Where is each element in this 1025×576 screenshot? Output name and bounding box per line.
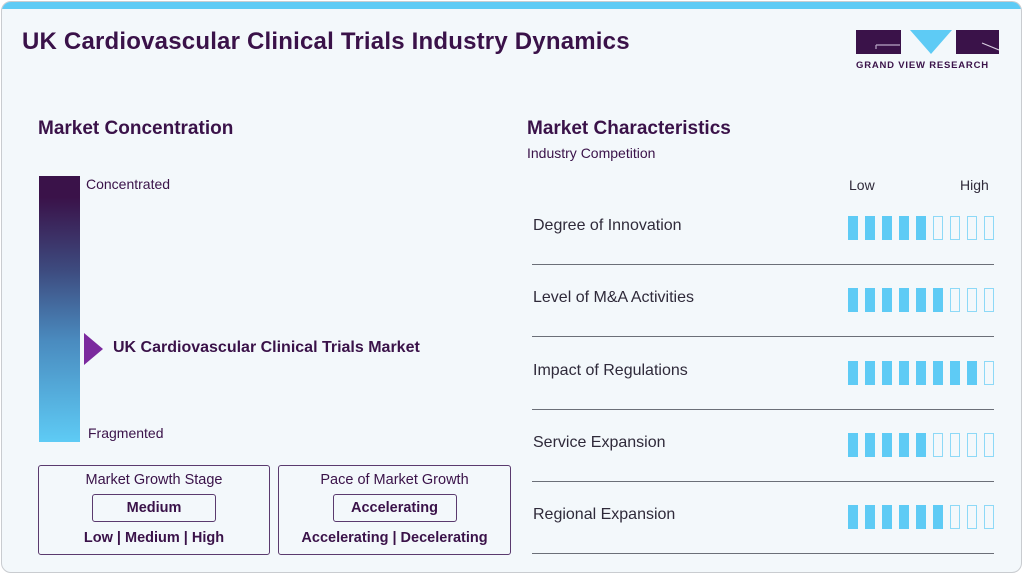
rating-bar-filled <box>899 361 909 385</box>
rating-bar-filled <box>967 361 977 385</box>
rating-bar-filled <box>882 433 892 457</box>
rating-bars <box>848 505 1001 529</box>
rating-bar-filled <box>933 505 943 529</box>
logo-text: GRAND VIEW RESEARCH <box>856 60 989 71</box>
pace-of-market-growth-box: Pace of Market Growth Accelerating Accel… <box>278 465 511 555</box>
rating-bar-empty <box>967 505 977 529</box>
rating-bar-empty <box>967 216 977 240</box>
rating-bar-filled <box>882 361 892 385</box>
rating-bar-empty <box>950 505 960 529</box>
characteristic-label: Regional Expansion <box>533 506 676 523</box>
rating-bar-empty <box>984 216 994 240</box>
rating-bars <box>848 216 1001 240</box>
rating-bar-filled <box>865 433 875 457</box>
rating-bar-filled <box>848 288 858 312</box>
market-growth-stage-box: Market Growth Stage Medium Low | Medium … <box>38 465 270 555</box>
rating-bar-filled <box>865 216 875 240</box>
fragmented-label: Fragmented <box>88 425 164 441</box>
growth-pace-scale: Accelerating | Decelerating <box>301 530 488 546</box>
rating-bar-empty <box>967 433 977 457</box>
concentration-gradient-bar <box>39 176 80 442</box>
characteristic-row: Service Expansion <box>532 410 994 482</box>
rating-bar-empty <box>950 216 960 240</box>
rating-bar-filled <box>916 433 926 457</box>
row-divider <box>532 480 994 482</box>
rating-bar-filled <box>899 433 909 457</box>
market-position-pointer-icon <box>84 333 103 365</box>
rating-bar-filled <box>882 505 892 529</box>
characteristic-row: Level of M&A Activities <box>532 265 994 337</box>
row-divider <box>532 552 994 554</box>
characteristic-label: Degree of Innovation <box>533 217 682 234</box>
growth-pace-title: Pace of Market Growth <box>320 472 469 488</box>
characteristic-row: Impact of Regulations <box>532 338 994 410</box>
rating-bar-filled <box>882 216 892 240</box>
page-title: UK Cardiovascular Clinical Trials Indust… <box>22 28 630 55</box>
market-concentration-heading: Market Concentration <box>38 118 234 139</box>
rating-bar-filled <box>882 288 892 312</box>
rating-bars <box>848 288 1001 312</box>
growth-stage-value: Medium <box>92 494 216 522</box>
market-position-label: UK Cardiovascular Clinical Trials Market <box>113 339 420 356</box>
rating-bar-filled <box>848 216 858 240</box>
rating-bar-filled <box>916 361 926 385</box>
row-divider <box>532 408 994 410</box>
rating-bar-filled <box>916 505 926 529</box>
rating-bar-empty <box>950 288 960 312</box>
row-divider <box>532 335 994 337</box>
characteristic-row: Regional Expansion <box>532 482 994 554</box>
logo-g-mark-icon <box>856 30 901 54</box>
characteristic-row: Degree of Innovation <box>532 193 994 265</box>
rating-bar-filled <box>865 288 875 312</box>
rating-bar-filled <box>916 288 926 312</box>
industry-competition-subheading: Industry Competition <box>527 145 656 161</box>
scale-high-label: High <box>960 177 989 193</box>
top-accent-bar <box>2 2 1021 9</box>
rating-bar-filled <box>848 505 858 529</box>
rating-bar-filled <box>848 361 858 385</box>
rating-bar-filled <box>865 505 875 529</box>
rating-bars <box>848 433 1001 457</box>
characteristic-label: Level of M&A Activities <box>533 289 694 306</box>
logo-v-triangle-icon <box>910 30 952 54</box>
row-divider <box>532 263 994 265</box>
rating-bar-empty <box>933 433 943 457</box>
characteristic-label: Service Expansion <box>533 434 666 451</box>
rating-bar-empty <box>933 216 943 240</box>
rating-bar-empty <box>984 361 994 385</box>
rating-bar-filled <box>899 288 909 312</box>
grand-view-research-logo: GRAND VIEW RESEARCH <box>856 30 999 71</box>
rating-bar-empty <box>984 433 994 457</box>
rating-bar-filled <box>933 288 943 312</box>
characteristic-label: Impact of Regulations <box>533 362 688 379</box>
logo-r-mark-icon <box>956 30 999 54</box>
growth-pace-value: Accelerating <box>332 494 457 522</box>
rating-bar-filled <box>848 433 858 457</box>
market-characteristics-heading: Market Characteristics <box>527 118 731 139</box>
rating-bar-empty <box>984 505 994 529</box>
rating-bar-filled <box>865 361 875 385</box>
rating-bar-filled <box>933 361 943 385</box>
rating-bar-filled <box>899 505 909 529</box>
growth-stage-scale: Low | Medium | High <box>83 530 225 546</box>
rating-bar-filled <box>916 216 926 240</box>
rating-bar-empty <box>950 433 960 457</box>
scale-low-label: Low <box>849 177 875 193</box>
growth-stage-title: Market Growth Stage <box>85 472 223 488</box>
rating-bar-filled <box>899 216 909 240</box>
concentrated-label: Concentrated <box>86 176 171 192</box>
rating-bar-empty <box>984 288 994 312</box>
rating-bars <box>848 361 1001 385</box>
rating-bar-empty <box>967 288 977 312</box>
rating-bar-filled <box>950 361 960 385</box>
